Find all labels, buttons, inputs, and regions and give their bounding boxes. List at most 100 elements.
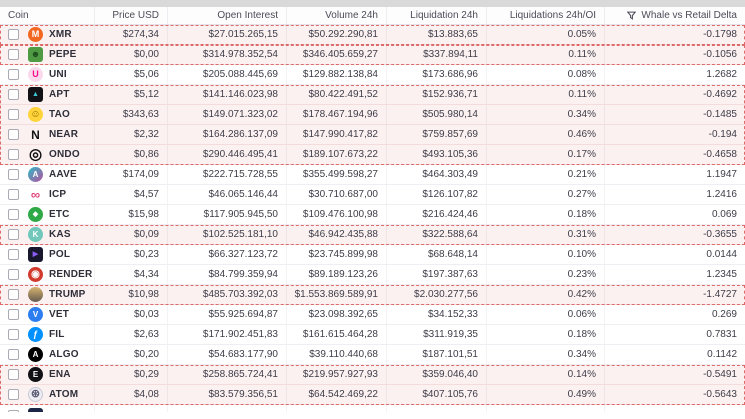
open-interest-cell: $27.015.265,15 xyxy=(168,25,287,44)
table-row-ena[interactable]: E ENA $0,29 $258.865.724,41 $219.957.927,93 $… xyxy=(0,365,745,385)
coin-cell xyxy=(0,405,95,412)
whale-retail-delta-cell: -0.5643 xyxy=(703,389,737,400)
price-cell: $4,34 xyxy=(95,265,168,284)
alert-highlight-group: TRUMP $10,98 $485.703.392,03 $1.553.869.589… xyxy=(0,285,745,305)
liquidation-24h-cell: $173.686,96 xyxy=(387,65,487,84)
open-interest-cell: $102.525.181,10 xyxy=(168,225,287,244)
liquidations-24h-oi-cell: 0.14% xyxy=(487,365,605,384)
liquidations-24h-oi-cell: 0.18% xyxy=(487,205,605,224)
row-checkbox[interactable] xyxy=(8,269,19,280)
liquidation-24h-cell: $337.894,11 xyxy=(387,45,487,64)
liquidation-24h-cell: $68.648,14 xyxy=(387,245,487,264)
row-checkbox[interactable] xyxy=(8,169,19,180)
open-interest-cell: $55.925.694,87 xyxy=(168,305,287,324)
row-checkbox[interactable] xyxy=(8,209,19,220)
column-header-delta[interactable]: Whale vs Retail Delta xyxy=(605,7,745,24)
table-row-ondo[interactable]: ◎ ONDO $0,86 $290.446.495,41 $189.107.673,22… xyxy=(0,145,745,165)
liquidations-24h-oi-cell: 0.18% xyxy=(487,325,605,344)
row-checkbox[interactable] xyxy=(8,69,19,80)
row-checkbox[interactable] xyxy=(8,369,19,380)
coin-cell: A AAVE xyxy=(0,165,95,184)
row-checkbox[interactable] xyxy=(8,29,19,40)
row-checkbox[interactable] xyxy=(8,249,19,260)
column-header-liquidation[interactable]: Liquidation 24h xyxy=(387,7,487,24)
price-cell: $0,86 xyxy=(95,145,168,164)
table-row-kas[interactable]: K KAS $0,09 $102.525.181,10 $46.942.435,88 $3… xyxy=(0,225,745,245)
row-checkbox[interactable] xyxy=(8,349,19,360)
column-header-liq_oi[interactable]: Liquidations 24h/OI xyxy=(487,7,605,24)
table-row-pepe[interactable]: ☻ PEPE $0,00 $314.978.352,54 $346.405.659,27… xyxy=(0,45,745,65)
liquidation-24h-cell: $493.105,36 xyxy=(387,145,487,164)
table-row-fil[interactable]: ƒ FIL $2,63 $171.902.451,83 $161.615.464,28 $… xyxy=(0,325,745,345)
table-row-partial[interactable] xyxy=(0,405,745,412)
row-checkbox[interactable] xyxy=(8,109,19,120)
row-checkbox[interactable] xyxy=(8,289,19,300)
coin-name: UNI xyxy=(49,69,67,80)
table-row-algo[interactable]: A ALGO $0,20 $54.683.177,90 $39.110.440,68 $1… xyxy=(0,345,745,365)
volume-24h-cell: $64.542.469,22 xyxy=(287,385,387,404)
volume-cell xyxy=(287,405,387,412)
volume-24h-cell: $129.882.138,84 xyxy=(287,65,387,84)
open-interest-cell: $222.715.728,55 xyxy=(168,165,287,184)
filter-funnel-icon[interactable] xyxy=(627,11,637,20)
coin-icon: U xyxy=(28,67,43,82)
table-row-aave[interactable]: A AAVE $174,09 $222.715.728,55 $355.499.598,… xyxy=(0,165,745,185)
coin-name: ETC xyxy=(49,209,70,220)
delta-cell xyxy=(605,405,745,412)
row-checkbox[interactable] xyxy=(8,189,19,200)
open-interest-cell: $149.071.323,02 xyxy=(168,105,287,124)
liquidations-24h-oi-cell: 0.11% xyxy=(487,85,605,104)
column-header-price[interactable]: Price USD xyxy=(95,7,168,24)
volume-24h-cell: $355.499.598,27 xyxy=(287,165,387,184)
coin-icon: ▲ xyxy=(28,87,43,102)
coin-name: POL xyxy=(49,249,71,260)
liquidation-24h-cell: $216.424,46 xyxy=(387,205,487,224)
coin-cell: ◎ ONDO xyxy=(0,145,95,164)
whale-retail-delta-cell: -0.1798 xyxy=(703,29,737,40)
row-checkbox[interactable] xyxy=(8,389,19,400)
top-scroll-strip xyxy=(0,0,745,7)
whale-retail-delta-cell: 1.2682 xyxy=(706,69,737,80)
liquidation-24h-cell: $359.046,40 xyxy=(387,365,487,384)
open-interest-cell: $258.865.724,41 xyxy=(168,365,287,384)
table-row-uni[interactable]: U UNI $5,06 $205.088.445,69 $129.882.138,84 $… xyxy=(0,65,745,85)
whale-retail-delta-cell: -0.4658 xyxy=(703,149,737,160)
row-checkbox[interactable] xyxy=(8,49,19,60)
column-header-open_interest[interactable]: Open Interest xyxy=(168,7,287,24)
coin-cell: V VET xyxy=(0,305,95,324)
row-checkbox[interactable] xyxy=(8,309,19,320)
volume-24h-cell: $346.405.659,27 xyxy=(287,45,387,64)
column-header-coin[interactable]: Coin xyxy=(0,7,95,24)
volume-24h-cell: $30.710.687,00 xyxy=(287,185,387,204)
liquidation-24h-cell: $34.152,33 xyxy=(387,305,487,324)
table-row-trump[interactable]: TRUMP $10,98 $485.703.392,03 $1.553.869.589… xyxy=(0,285,745,305)
whale-retail-delta-cell: -0.1056 xyxy=(703,49,737,60)
row-checkbox[interactable] xyxy=(8,149,19,160)
open-interest-cell: $485.703.392,03 xyxy=(168,285,287,304)
volume-24h-cell: $109.476.100,98 xyxy=(287,205,387,224)
row-checkbox[interactable] xyxy=(8,329,19,340)
coin-name: NEAR xyxy=(49,129,79,140)
row-checkbox[interactable] xyxy=(8,129,19,140)
table-row-render[interactable]: ◉ RENDER $4,34 $84.799.359,94 $89.189.123,26… xyxy=(0,265,745,285)
price-cell: $0,09 xyxy=(95,225,168,244)
column-header-volume[interactable]: Volume 24h xyxy=(287,7,387,24)
table-row-vet[interactable]: V VET $0,03 $55.925.694,87 $23.098.392,65 $34… xyxy=(0,305,745,325)
table-row-etc[interactable]: ◆ ETC $15,98 $117.905.945,50 $109.476.100,98… xyxy=(0,205,745,225)
coin-icon xyxy=(28,287,43,302)
table-row-apt[interactable]: ▲ APT $5,12 $141.146.023,98 $80.422.491,52 $1… xyxy=(0,85,745,105)
price-cell: $4,08 xyxy=(95,385,168,404)
table-row-tao[interactable]: ☺ TAO $343,63 $149.071.323,02 $178.467.194,9… xyxy=(0,105,745,125)
liquidation-24h-cell: $464.303,49 xyxy=(387,165,487,184)
table-row-atom[interactable]: ⊛ ATOM $4,08 $83.579.356,51 $64.542.469,22 $4… xyxy=(0,385,745,405)
table-body: M XMR $274,34 $27.015.265,15 $50.292.290,81 $… xyxy=(0,25,745,412)
row-checkbox[interactable] xyxy=(8,89,19,100)
row-checkbox[interactable] xyxy=(8,229,19,240)
table-row-icp[interactable]: ∞ ICP $4,57 $46.065.146,44 $30.710.687,00 $12… xyxy=(0,185,745,205)
volume-24h-cell: $189.107.673,22 xyxy=(287,145,387,164)
table-row-pol[interactable]: ▶ POL $0,23 $66.327.123,72 $23.745.899,98 $68… xyxy=(0,245,745,265)
whale-retail-delta-cell: -0.1485 xyxy=(703,109,737,120)
table-row-near[interactable]: N NEAR $2,32 $164.286.137,09 $147.990.417,82… xyxy=(0,125,745,145)
row-checkbox[interactable] xyxy=(8,409,19,412)
table-row-xmr[interactable]: M XMR $274,34 $27.015.265,15 $50.292.290,81 $… xyxy=(0,25,745,45)
